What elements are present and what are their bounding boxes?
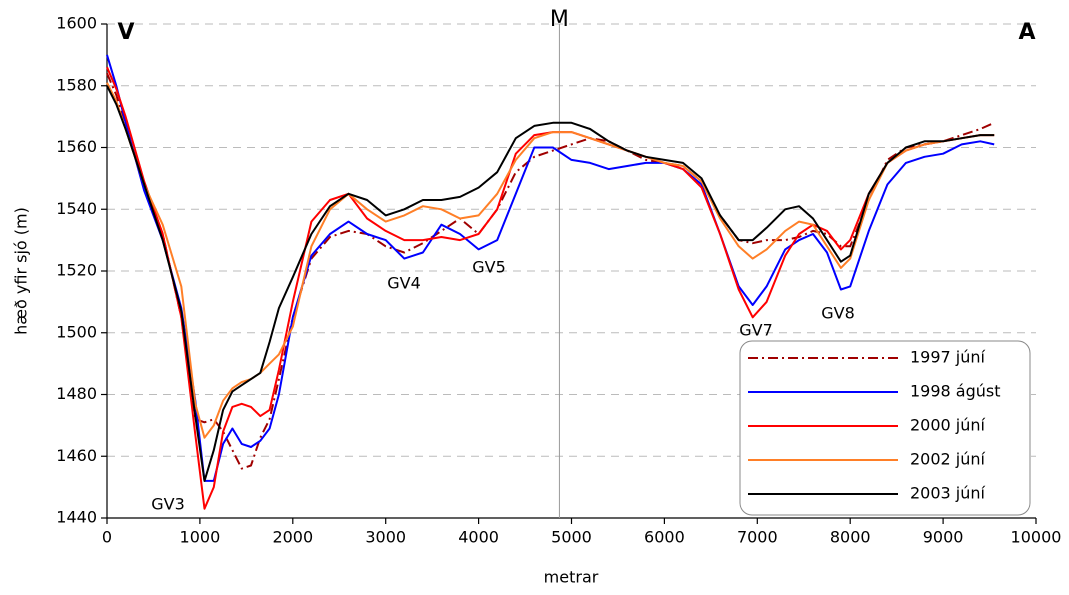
legend: 1997 júní 1998 ágúst 2000 júní 2002 júní 200… [739, 340, 1031, 516]
series-line [106, 85, 995, 482]
legend-box [739, 340, 1031, 516]
annotation: V [117, 20, 134, 45]
y-tick-label: 1500 [56, 322, 97, 341]
x-tick-label: 2000 [272, 528, 313, 547]
y-tick-label: 1460 [56, 446, 97, 465]
reference-label: M [550, 7, 569, 32]
x-tick-label: 4000 [458, 528, 499, 547]
x-tick-label: 9000 [923, 528, 964, 547]
x-tick-label: 1000 [180, 528, 221, 547]
x-tick-label: 3000 [365, 528, 406, 547]
legend-label: 2002 júní [910, 450, 986, 469]
annotation: GV8 [821, 304, 855, 323]
x-tick-label: 5000 [551, 528, 592, 547]
annotation: GV5 [472, 258, 506, 277]
y-tick-label: 1560 [56, 137, 97, 156]
annotation: GV7 [739, 321, 773, 340]
y-tick-label: 1600 [56, 14, 97, 33]
annotation: GV3 [151, 495, 185, 514]
y-axis-title: hæð yfir sjó (m) [12, 207, 31, 335]
x-tick-label: 7000 [737, 528, 778, 547]
x-tick-label: 0 [102, 528, 112, 547]
legend-label: 2003 júní [910, 484, 986, 503]
legend-label: 1998 ágúst [910, 382, 1001, 401]
legend-label: 2000 júní [910, 416, 986, 435]
annotation: A [1018, 20, 1035, 45]
x-axis-title: metrar [544, 568, 599, 587]
x-tick-label: 10000 [1011, 528, 1062, 547]
y-tick-label: 1540 [56, 199, 97, 218]
y-tick-label: 1580 [56, 75, 97, 94]
series-line [106, 66, 995, 510]
x-tick-label: 6000 [644, 528, 685, 547]
annotation: GV4 [387, 274, 421, 293]
x-tick-label: 8000 [830, 528, 871, 547]
y-tick-label: 1440 [56, 508, 97, 527]
y-tick-label: 1480 [56, 384, 97, 403]
series-line [106, 54, 995, 482]
y-tick-label: 1520 [56, 261, 97, 280]
legend-label: 1997 júní [910, 348, 986, 367]
series-line [106, 82, 995, 439]
